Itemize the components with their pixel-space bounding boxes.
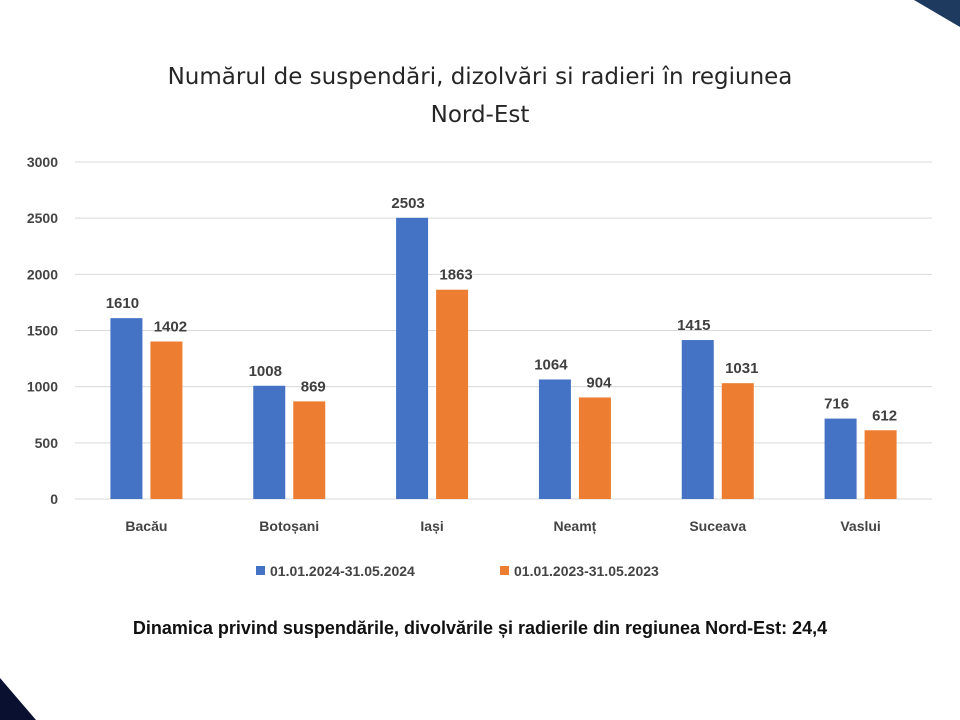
data-label: 1415: [677, 317, 710, 334]
y-tick-label: 1000: [27, 379, 58, 395]
chart-title-line1: Numărul de suspendări, dizolvări si radi…: [167, 64, 793, 90]
y-tick-label: 500: [35, 435, 59, 451]
x-tick-label: Botoșani: [259, 518, 319, 534]
x-tick-label: Suceava: [689, 518, 746, 534]
bar-2023: [864, 430, 897, 499]
data-label: 904: [586, 374, 612, 391]
bar-2024: [253, 385, 286, 499]
bar-2024: [681, 340, 714, 499]
bar-2023: [436, 289, 469, 499]
bar-2023: [293, 401, 326, 499]
y-tick-label: 1500: [27, 323, 58, 339]
y-tick-label: 2000: [27, 266, 58, 282]
x-tick-label: Bacău: [125, 518, 167, 534]
data-label: 1610: [106, 295, 139, 312]
data-label: 716: [824, 396, 849, 413]
bar-2024: [824, 418, 857, 499]
legend-label: 01.01.2023-31.05.2023: [514, 563, 659, 579]
bar-2023: [578, 397, 611, 499]
bar-2024: [110, 318, 143, 499]
legend-label: 01.01.2024-31.05.2024: [270, 563, 415, 579]
caption-text: Dinamica privind suspendările, divolvări…: [132, 618, 828, 638]
bar-chart: 0 500 1000 1500 2000 2500 3000 1610 1402 Bacău 100…: [27, 154, 932, 579]
chart-title-line2: Nord-Est: [430, 102, 530, 128]
x-tick-label: Vaslui: [840, 518, 880, 534]
corner-decoration-top-right: [914, 0, 960, 27]
data-label: 612: [872, 407, 897, 424]
legend-swatch: [500, 566, 509, 575]
data-label: 869: [301, 378, 326, 395]
x-tick-label: Iași: [420, 518, 443, 534]
corner-decoration-bottom-left: [0, 678, 36, 720]
bar-2023: [721, 383, 754, 499]
data-label: 2503: [391, 195, 424, 212]
data-label: 1402: [154, 319, 187, 336]
bar-2024: [538, 379, 571, 499]
y-tick-label: 3000: [27, 154, 58, 170]
y-tick-label: 2500: [27, 210, 58, 226]
data-label: 1031: [725, 360, 758, 377]
y-tick-label: 0: [50, 491, 58, 507]
data-label: 1863: [439, 267, 472, 284]
data-label: 1008: [249, 363, 282, 380]
x-tick-label: Neamț: [554, 518, 597, 534]
bar-2023: [150, 341, 183, 499]
bar-2024: [396, 217, 429, 500]
legend-swatch: [256, 566, 265, 575]
data-label: 1064: [534, 356, 568, 373]
